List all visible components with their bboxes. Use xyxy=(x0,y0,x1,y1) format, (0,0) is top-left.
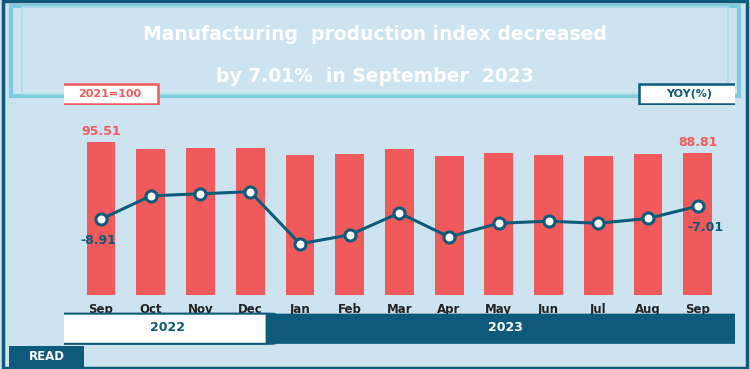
Bar xyxy=(584,156,613,295)
Bar xyxy=(236,148,265,295)
Text: -8.91: -8.91 xyxy=(80,234,116,247)
Bar xyxy=(186,148,215,295)
Text: -7.01: -7.01 xyxy=(687,221,723,234)
Text: 2023: 2023 xyxy=(488,321,523,334)
Bar xyxy=(484,153,513,295)
Bar xyxy=(634,155,662,295)
FancyBboxPatch shape xyxy=(266,314,745,344)
Bar xyxy=(385,149,414,295)
Bar xyxy=(86,142,116,295)
Bar xyxy=(136,149,165,295)
Bar xyxy=(435,156,463,295)
Text: Manufacturing  production index decreased: Manufacturing production index decreased xyxy=(143,25,607,44)
FancyBboxPatch shape xyxy=(639,84,738,104)
Bar xyxy=(534,155,563,295)
Text: 2021=100: 2021=100 xyxy=(78,89,141,99)
Bar xyxy=(335,155,364,295)
FancyBboxPatch shape xyxy=(8,345,85,368)
Text: 2022: 2022 xyxy=(149,321,184,334)
Text: READ: READ xyxy=(28,350,64,363)
Text: 95.51: 95.51 xyxy=(81,125,121,138)
Bar xyxy=(683,153,712,295)
Text: 88.81: 88.81 xyxy=(678,136,718,149)
Bar xyxy=(286,155,314,295)
Text: by 7.01%  in September  2023: by 7.01% in September 2023 xyxy=(216,66,534,86)
FancyBboxPatch shape xyxy=(54,314,275,344)
Text: YOY(%): YOY(%) xyxy=(666,89,712,99)
FancyBboxPatch shape xyxy=(61,84,158,104)
